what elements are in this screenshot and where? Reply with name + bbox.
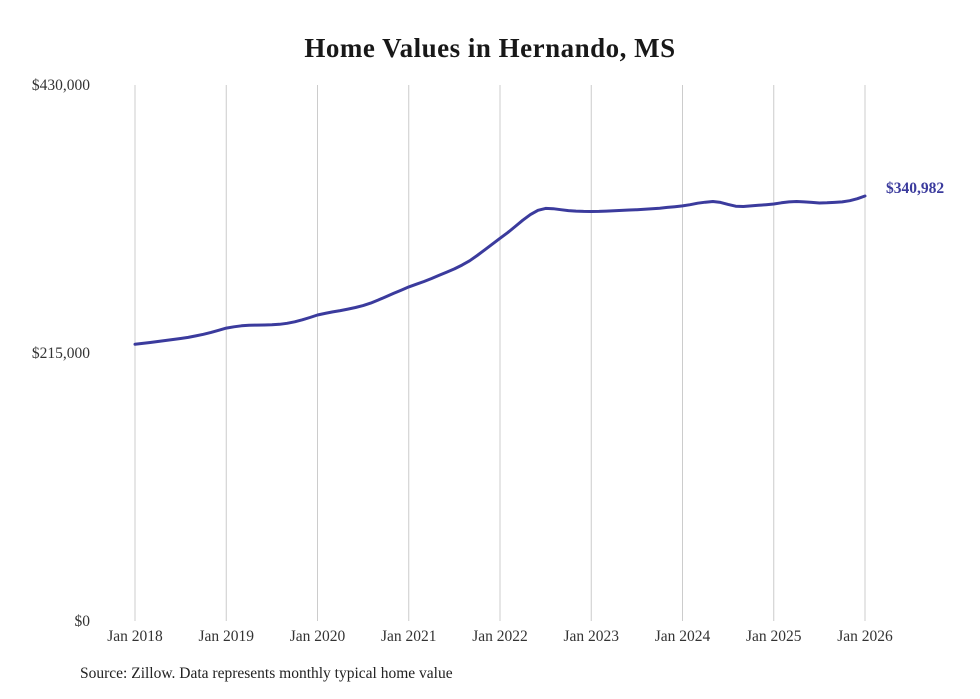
y-axis-tick-label: $215,000: [32, 345, 90, 362]
x-axis-tick-label: Jan 2019: [198, 628, 254, 645]
x-axis-tick-label: Jan 2023: [563, 628, 619, 645]
y-axis-tick-label: $0: [75, 613, 91, 630]
x-axis-tick-label: Jan 2018: [107, 628, 163, 645]
source-note: Source: Zillow. Data represents monthly …: [80, 665, 453, 682]
x-axis-tick-label: Jan 2021: [381, 628, 437, 645]
x-axis-tick-label: Jan 2024: [655, 628, 711, 645]
series-line: [133, 194, 867, 346]
final-value-label: $340,982: [886, 180, 945, 197]
x-axis-tick-label: Jan 2020: [290, 628, 346, 645]
x-axis-tick-label: Jan 2025: [746, 628, 802, 645]
chart-title: Home Values in Hernando, MS: [304, 33, 676, 63]
x-axis-tick-label: Jan 2022: [472, 628, 528, 645]
x-axis-tick-label: Jan 2026: [837, 628, 893, 645]
y-axis-tick-label: $430,000: [32, 77, 90, 94]
